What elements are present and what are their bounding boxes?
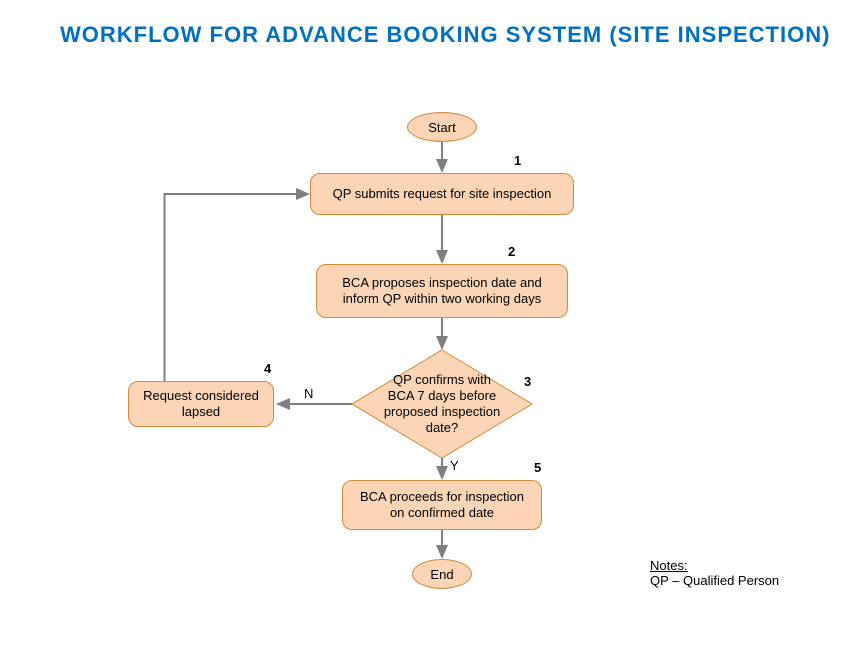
decision-node: QP confirms with BCA 7 days before propo… bbox=[374, 364, 510, 444]
process-1-text: QP submits request for site inspection bbox=[333, 186, 552, 202]
step-number-1: 1 bbox=[514, 153, 521, 168]
decision-text: QP confirms with BCA 7 days before propo… bbox=[382, 372, 502, 437]
notes-header: Notes: bbox=[650, 558, 688, 573]
edge-label-no: N bbox=[304, 386, 313, 401]
end-label: End bbox=[430, 567, 453, 582]
arrow-n4-to-n1 bbox=[165, 194, 309, 381]
process-4-text: Request considered lapsed bbox=[137, 388, 265, 421]
flowchart-svg bbox=[0, 0, 864, 647]
process-5-text: BCA proceeds for inspection on confirmed… bbox=[351, 489, 533, 522]
start-label: Start bbox=[428, 120, 455, 135]
step-number-5: 5 bbox=[534, 460, 541, 475]
notes-block: Notes: QP – Qualified Person bbox=[650, 558, 779, 588]
end-terminator: End bbox=[412, 559, 472, 589]
step-number-4: 4 bbox=[264, 361, 271, 376]
process-1: QP submits request for site inspection bbox=[310, 173, 574, 215]
process-2: BCA proposes inspection date and inform … bbox=[316, 264, 568, 318]
edge-label-yes: Y bbox=[450, 458, 459, 473]
process-2-text: BCA proposes inspection date and inform … bbox=[325, 275, 559, 308]
step-number-2: 2 bbox=[508, 244, 515, 259]
process-4: Request considered lapsed bbox=[128, 381, 274, 427]
step-number-3: 3 bbox=[524, 374, 531, 389]
notes-line-1: QP – Qualified Person bbox=[650, 573, 779, 588]
process-5: BCA proceeds for inspection on confirmed… bbox=[342, 480, 542, 530]
page-title: WORKFLOW FOR ADVANCE BOOKING SYSTEM (SIT… bbox=[60, 22, 830, 48]
start-terminator: Start bbox=[407, 112, 477, 142]
